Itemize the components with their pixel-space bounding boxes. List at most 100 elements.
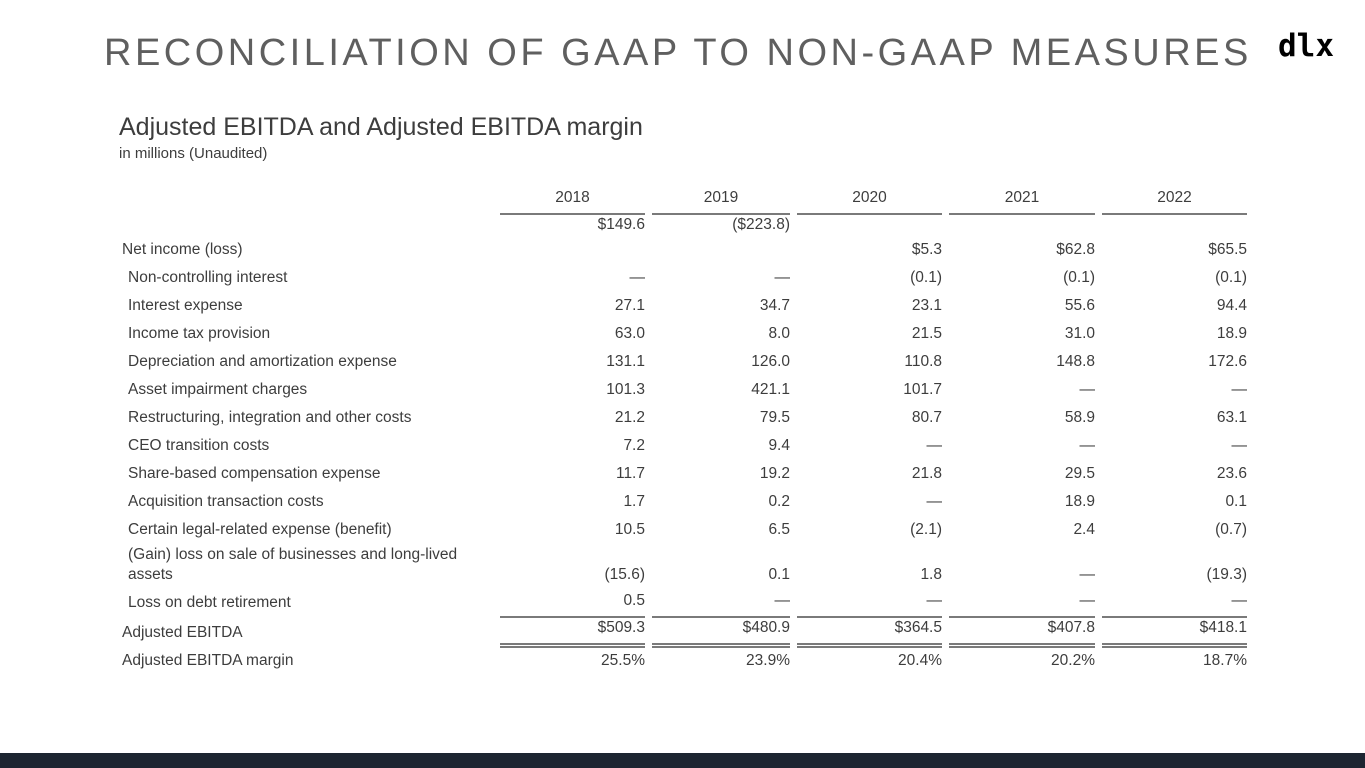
cell-value: 20.4% (898, 652, 942, 669)
cell-value: 8.0 (768, 325, 790, 342)
cell-value: 31.0 (1064, 325, 1095, 342)
dlx-logo: dlx (1278, 28, 1334, 64)
cell-value: — (629, 269, 646, 286)
header-spacer (122, 188, 493, 215)
row-label: Share-based compensation expense (128, 465, 381, 482)
footer-bar (0, 753, 1365, 768)
table-row: Non-controlling interest — — (0.1) (0.1) (0.1… (122, 265, 1247, 293)
cell-value: — (926, 437, 943, 454)
cell-value: (15.6) (604, 566, 646, 583)
cell-value: 18.7% (1203, 652, 1247, 669)
cell-value: $149.6 (597, 216, 645, 233)
cell-value: $5.3 (911, 241, 942, 258)
cell-value: 23.9% (746, 652, 790, 669)
cell-value: 2.4 (1073, 521, 1095, 538)
table-row: Income tax provision 63.0 8.0 21.5 31.0 18.9 (122, 321, 1247, 349)
cell-value: 7.2 (623, 437, 645, 454)
cell-value: (0.1) (910, 269, 942, 286)
cell-value: — (652, 590, 790, 618)
cell-value: 0.5 (500, 590, 645, 618)
cell-value: 80.7 (911, 409, 942, 426)
row-label: CEO transition costs (128, 437, 270, 454)
cell-value: 27.1 (614, 297, 645, 314)
cell-value (1102, 215, 1247, 237)
table-row: (Gain) loss on sale of businesses and lo… (122, 545, 1247, 590)
cell-value: (2.1) (910, 521, 942, 538)
cell-value (500, 237, 645, 265)
cell-value: — (797, 590, 942, 618)
table-row: Net income (loss) $5.3 $62.8 $65.5 (122, 237, 1247, 265)
row-label: Net income (loss) (122, 241, 243, 258)
cell-value: 18.9 (1216, 325, 1247, 342)
cell-value: $509.3 (500, 618, 645, 648)
cell-value: 101.7 (903, 381, 942, 398)
cell-value: 131.1 (606, 353, 645, 370)
row-label: Depreciation and amortization expense (128, 353, 397, 370)
row-label: Interest expense (128, 297, 243, 314)
cell-value (652, 237, 790, 265)
year-column-header: 2020 (797, 188, 942, 215)
row-label (122, 215, 493, 237)
cell-value: 25.5% (601, 652, 645, 669)
table-row: Restructuring, integration and other cos… (122, 405, 1247, 433)
cell-value: 21.8 (911, 465, 942, 482)
cell-value: $407.8 (949, 618, 1095, 648)
year-column-header: 2021 (949, 188, 1095, 215)
cell-value: 0.2 (768, 493, 790, 510)
table-row: Loss on debt retirement 0.5— — — — (122, 590, 1247, 618)
reconciliation-table: 2018 2019 2020 2021 2022 $149.6 ($223.8) Net … (115, 188, 1254, 676)
cell-value (797, 215, 942, 237)
cell-value: 63.0 (614, 325, 645, 342)
cell-value: — (1102, 590, 1247, 618)
table-heading: Adjusted EBITDA and Adjusted EBITDA marg… (119, 113, 643, 141)
page-title: RECONCILIATION OF GAAP TO NON-GAAP MEASU… (104, 32, 1252, 74)
cell-value: — (949, 590, 1095, 618)
year-column-header: 2022 (1102, 188, 1247, 215)
cell-value: $62.8 (1056, 241, 1095, 258)
cell-value: 10.5 (614, 521, 645, 538)
row-label: (Gain) loss on sale of businesses and lo… (128, 546, 458, 583)
cell-value: (0.1) (1063, 269, 1095, 286)
row-label: Loss on debt retirement (128, 594, 291, 611)
cell-value: — (1231, 437, 1248, 454)
cell-value: 63.1 (1216, 409, 1247, 426)
cell-value: 29.5 (1064, 465, 1095, 482)
cell-value: — (1231, 381, 1248, 398)
year-column-header: 2018 (500, 188, 645, 215)
cell-value: 1.7 (623, 493, 645, 510)
cell-value: 58.9 (1064, 409, 1095, 426)
cell-value: $65.5 (1208, 241, 1247, 258)
cell-value: $480.9 (652, 618, 790, 648)
row-label: Adjusted EBITDA margin (122, 652, 294, 669)
year-header-row: 2018 2019 2020 2021 2022 (122, 188, 1247, 215)
cell-value: 148.8 (1056, 353, 1095, 370)
cell-value: 20.2% (1051, 652, 1095, 669)
row-label: Adjusted EBITDA (122, 624, 243, 641)
table-row: Acquisition transaction costs 1.7 0.2 — 18.9… (122, 489, 1247, 517)
cell-value: — (774, 269, 791, 286)
cell-value: 421.1 (751, 381, 790, 398)
cell-value: 18.9 (1064, 493, 1095, 510)
row-label: Certain legal-related expense (benefit) (128, 521, 392, 538)
units-note: in millions (Unaudited) (119, 145, 268, 162)
offset-value-row: $149.6 ($223.8) (122, 215, 1247, 237)
table-row: Certain legal-related expense (benefit) 1… (122, 517, 1247, 545)
cell-value: ($223.8) (732, 216, 790, 233)
cell-value: 1.8 (920, 566, 942, 583)
cell-value: 94.4 (1216, 297, 1247, 314)
cell-value: — (1079, 381, 1096, 398)
cell-value: (19.3) (1206, 566, 1248, 583)
cell-value: (0.7) (1215, 521, 1247, 538)
cell-value: 21.5 (911, 325, 942, 342)
table-row: Share-based compensation expense 11.7 19.2… (122, 461, 1247, 489)
cell-value: — (926, 493, 943, 510)
cell-value: 172.6 (1208, 353, 1247, 370)
year-column-header: 2019 (652, 188, 790, 215)
cell-value: — (1079, 437, 1096, 454)
row-label: Acquisition transaction costs (128, 493, 324, 510)
cell-value: 126.0 (751, 353, 790, 370)
table-row: Asset impairment charges 101.3 421.1 101.7 —… (122, 377, 1247, 405)
cell-value: 0.1 (768, 566, 790, 583)
cell-value: 79.5 (759, 409, 790, 426)
